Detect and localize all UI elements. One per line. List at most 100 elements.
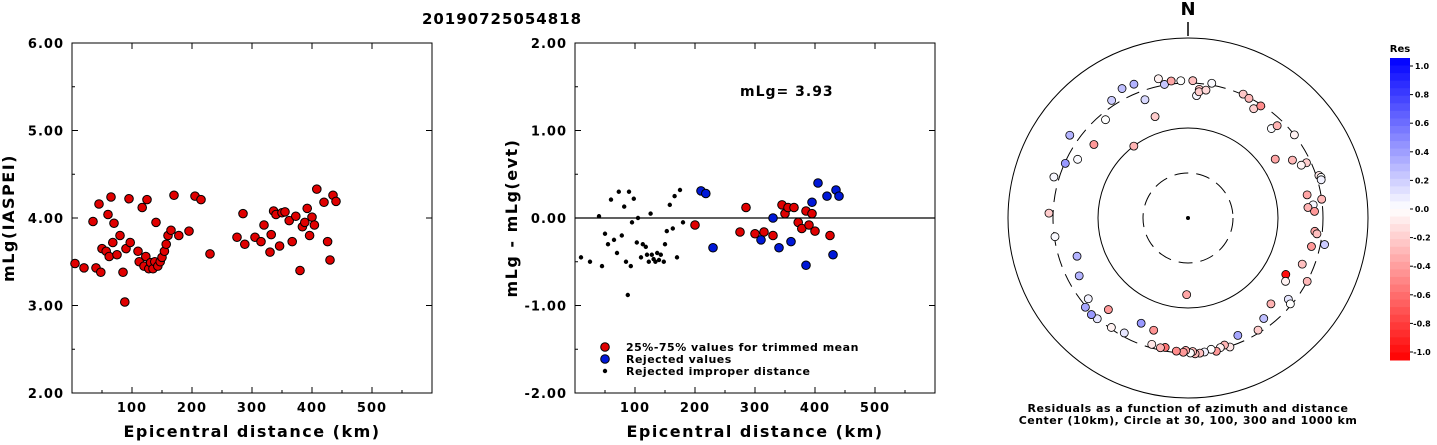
x-tick-label: 400 bbox=[297, 401, 327, 416]
station-point bbox=[1256, 101, 1266, 111]
data-point-improper bbox=[623, 259, 629, 264]
panel-residuals: 100 200 300 400 500 -2.00 -1.00 0.00 1.00 2.00 mL… bbox=[502, 37, 936, 441]
station-point bbox=[1297, 259, 1307, 269]
data-point-improper bbox=[578, 255, 584, 260]
data-point-improper bbox=[661, 259, 666, 264]
data-point bbox=[319, 197, 329, 208]
station-point bbox=[1233, 330, 1243, 340]
data-point bbox=[786, 236, 796, 247]
data-point bbox=[256, 236, 266, 247]
colorbar-segment bbox=[1390, 186, 1410, 195]
station-point bbox=[1317, 194, 1327, 204]
data-point-improper bbox=[670, 226, 675, 231]
colorbar-segment bbox=[1390, 276, 1410, 285]
data-point bbox=[94, 199, 104, 209]
station-point bbox=[1065, 130, 1075, 140]
colorbar-segment bbox=[1390, 307, 1410, 316]
data-point-improper bbox=[664, 228, 669, 234]
data-point-improper bbox=[655, 250, 660, 256]
data-point bbox=[834, 191, 844, 201]
colorbar-segment bbox=[1390, 209, 1410, 218]
data-point bbox=[825, 230, 835, 241]
colorbar-tick-label: 0.6 bbox=[1415, 119, 1430, 128]
data-point bbox=[756, 235, 766, 245]
data-point bbox=[96, 267, 106, 278]
station-point bbox=[1270, 154, 1280, 164]
station-point bbox=[1296, 160, 1306, 170]
colorbar-segment bbox=[1390, 73, 1410, 82]
data-point bbox=[238, 208, 248, 219]
data-point bbox=[304, 230, 315, 241]
polar-rings bbox=[1007, 37, 1369, 399]
station-point bbox=[1266, 299, 1276, 309]
colorbar-tick-label: 0.2 bbox=[1415, 176, 1429, 185]
data-point bbox=[240, 239, 250, 250]
colorbar-segment bbox=[1390, 344, 1410, 353]
colorbar-title: Res bbox=[1390, 44, 1410, 55]
data-point bbox=[88, 216, 98, 227]
panel2-axes: 100 200 300 400 500 -2.00 -1.00 0.00 1.00 2.00 bbox=[525, 37, 935, 416]
station-point bbox=[1089, 140, 1099, 149]
x-tick-label: 300 bbox=[237, 401, 267, 416]
x-tick-label: 200 bbox=[680, 401, 710, 416]
x-tick-label: 500 bbox=[357, 401, 387, 416]
north-label: N bbox=[1180, 0, 1195, 20]
data-point-improper bbox=[605, 242, 611, 247]
data-point bbox=[708, 242, 718, 253]
data-point-improper bbox=[643, 244, 648, 250]
data-point bbox=[109, 218, 119, 229]
data-point-improper bbox=[619, 233, 624, 238]
station-point bbox=[1307, 242, 1316, 251]
data-point bbox=[79, 263, 89, 273]
panel2-legend: 25%-75% values for trimmed meanRejected … bbox=[600, 341, 858, 378]
station-point bbox=[1312, 229, 1322, 239]
panel1-xlabel: Epicentral distance (km) bbox=[123, 422, 380, 441]
data-point bbox=[768, 213, 778, 223]
data-point bbox=[690, 220, 700, 230]
station-point bbox=[1103, 305, 1113, 314]
station-point bbox=[1316, 175, 1326, 185]
x-tick-label: 100 bbox=[620, 401, 650, 416]
data-point-improper bbox=[631, 196, 636, 201]
figure-title: 20190725054818 bbox=[422, 10, 582, 28]
colorbar-segment bbox=[1390, 299, 1410, 308]
colorbar-segment bbox=[1390, 163, 1410, 172]
colorbar-segment bbox=[1390, 314, 1410, 323]
data-point bbox=[137, 202, 147, 213]
panel1-ylabel: mLg(IASPEI) bbox=[0, 154, 18, 282]
data-point bbox=[822, 191, 832, 201]
x-tick-label: 100 bbox=[117, 401, 147, 416]
colorbar-tick-label: -0.4 bbox=[1413, 262, 1431, 271]
colorbar-segment bbox=[1390, 201, 1410, 210]
data-point bbox=[735, 227, 745, 237]
colorbar-segment bbox=[1390, 231, 1410, 240]
station-point bbox=[1129, 141, 1139, 151]
data-point bbox=[759, 227, 769, 237]
data-point bbox=[174, 230, 184, 241]
data-point-improper bbox=[677, 187, 683, 193]
station-point bbox=[1253, 325, 1263, 335]
panel1-axes: 100 200 300 400 500 2.00 3.00 4.00 5.00 6.00 bbox=[28, 37, 432, 416]
data-point bbox=[232, 232, 242, 243]
station-point bbox=[1272, 121, 1282, 131]
colorbar-segment bbox=[1390, 178, 1410, 187]
x-tick-label: 400 bbox=[800, 401, 830, 416]
station-point bbox=[1136, 318, 1146, 328]
panel2-xlabel: Epicentral distance (km) bbox=[626, 422, 883, 441]
x-tick-label: 300 bbox=[740, 401, 770, 416]
station-point bbox=[1140, 95, 1150, 105]
data-point bbox=[124, 193, 134, 204]
station-point bbox=[1073, 154, 1083, 164]
colorbar-tick-label: 0.8 bbox=[1415, 91, 1430, 100]
data-point-improper bbox=[629, 220, 635, 225]
colorbar-segment bbox=[1390, 246, 1410, 255]
ring-100km bbox=[1097, 127, 1279, 309]
station-point bbox=[1302, 190, 1312, 200]
data-point-improper bbox=[656, 257, 662, 263]
panel2-points bbox=[578, 178, 844, 298]
data-point bbox=[118, 267, 128, 278]
station-point bbox=[1080, 302, 1090, 312]
station-point bbox=[1087, 310, 1096, 319]
data-point bbox=[115, 230, 125, 241]
